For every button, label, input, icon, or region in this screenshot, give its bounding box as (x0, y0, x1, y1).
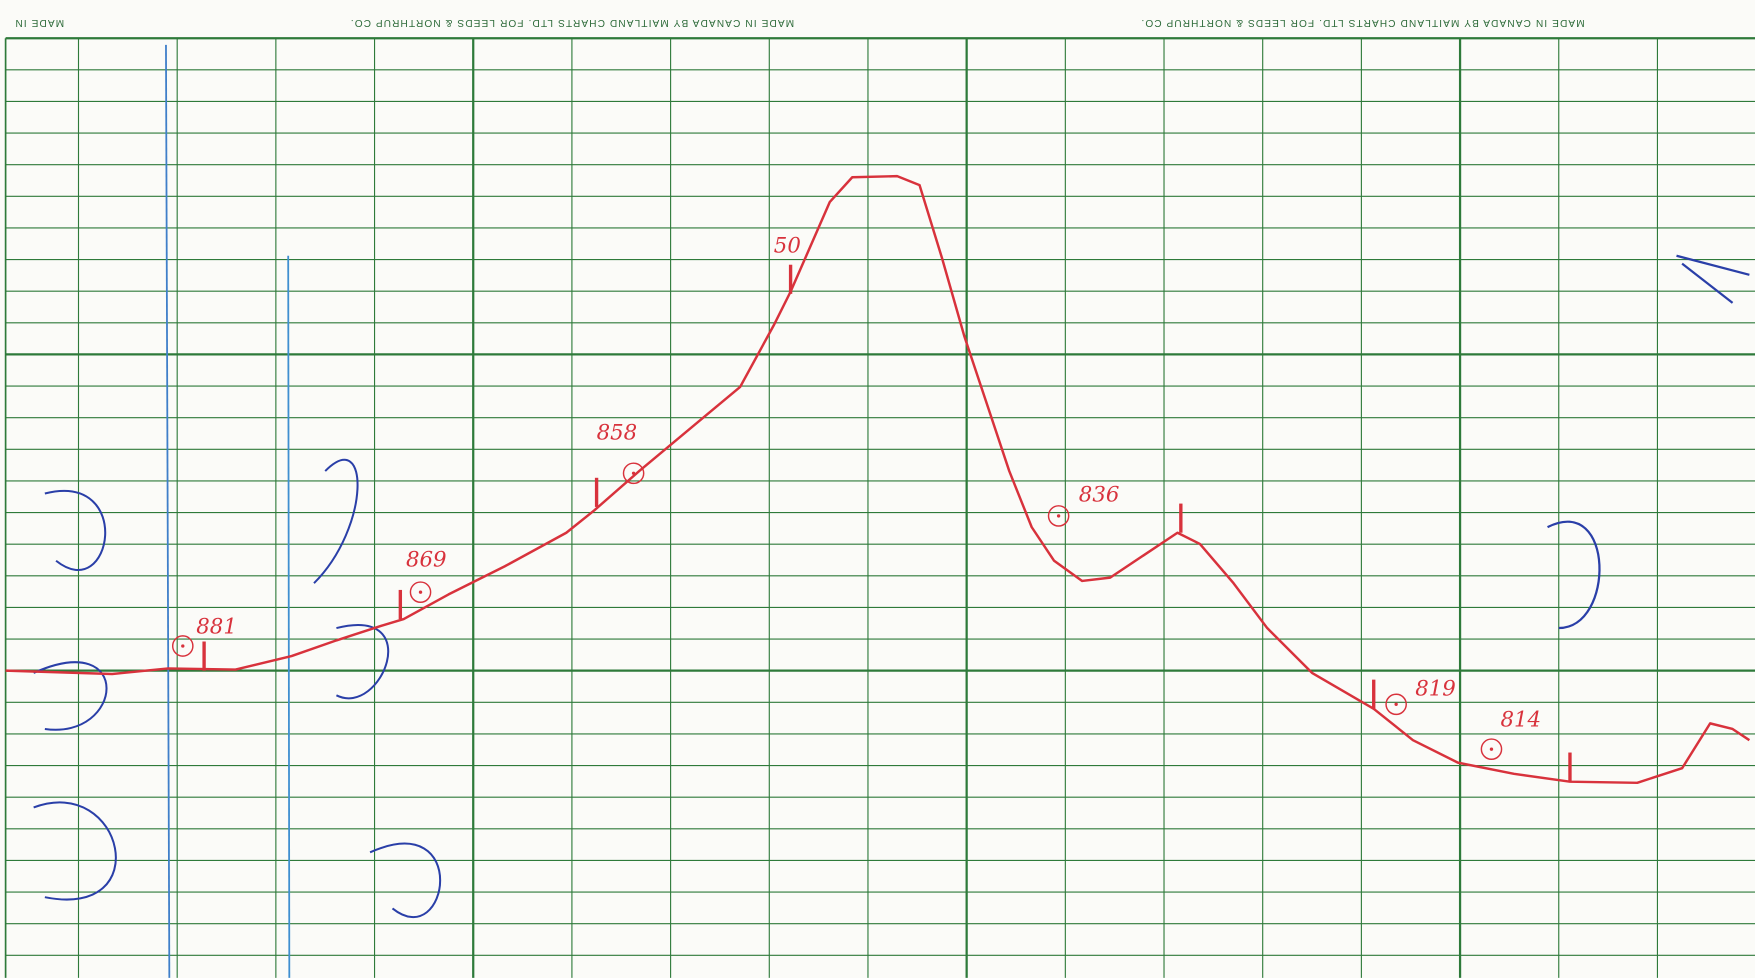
reading-circle (1047, 505, 1070, 527)
blue-scribble (1676, 254, 1750, 304)
reading-dot (1489, 747, 1494, 751)
blue-marker-line (165, 44, 171, 978)
reading-dot (1394, 702, 1398, 706)
reading-circle (1385, 693, 1407, 716)
reading-label: 858 (597, 421, 638, 446)
header-text: MADE IN (14, 17, 64, 28)
reading-circle (622, 462, 645, 485)
pen-trace (5, 174, 1751, 785)
reading-dot (181, 644, 185, 648)
reading-label: 881 (196, 615, 237, 640)
reading-circle (409, 581, 432, 603)
header-text: MADE IN CANADA BY MAITLAND CHARTS LTD. F… (1140, 17, 1584, 28)
reading-label: 819 (1415, 676, 1456, 701)
grid (4, 37, 1755, 978)
reading-label: 814 (1500, 708, 1541, 733)
blue-marker-line (287, 255, 291, 978)
reading-dot (1056, 514, 1061, 518)
annotations: 881 869 858 50 836 819 814 (171, 233, 1572, 782)
reading-dot (418, 590, 423, 594)
reading-label: 836 (1079, 482, 1120, 507)
blue-scribble (313, 458, 441, 918)
header-text: MADE IN CANADA BY MAITLAND CHARTS LTD. F… (350, 17, 794, 28)
reading-label: 869 (406, 547, 447, 572)
blue-scribble (33, 490, 117, 901)
reading-circle (171, 635, 194, 657)
reading-circle (1480, 738, 1503, 760)
blue-scribble (1547, 520, 1601, 630)
reading-dot (631, 471, 636, 475)
reading-label: 50 (774, 233, 801, 258)
